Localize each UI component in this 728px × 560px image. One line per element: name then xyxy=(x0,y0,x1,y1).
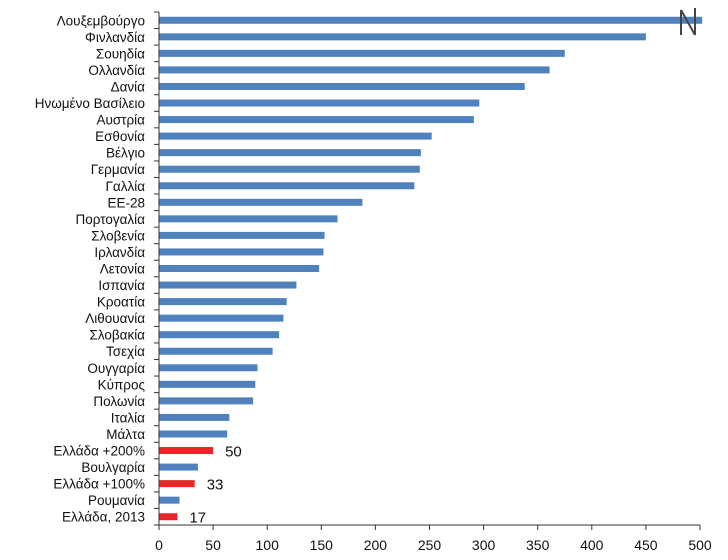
x-tick-labels-group: 0 50 100 150 200 250 300 350 400 450 500 xyxy=(155,537,712,553)
x-tick-label-7: 350 xyxy=(526,537,550,553)
bar-19 xyxy=(159,331,280,339)
category-label-1: Φινλανδία xyxy=(85,30,145,45)
logo-diagonal-stroke xyxy=(680,9,696,36)
bar-21 xyxy=(159,364,258,372)
bar-25 xyxy=(159,430,228,438)
category-label-27: Βουλγαρία xyxy=(81,460,145,475)
category-label-23: Πολωνία xyxy=(93,394,145,409)
bar-11 xyxy=(159,198,363,206)
bar-12 xyxy=(159,215,338,223)
bar-24 xyxy=(159,413,230,421)
bar-27 xyxy=(159,463,198,471)
category-label-15: Λετονία xyxy=(100,262,145,277)
bars-group xyxy=(159,16,703,521)
bar-17 xyxy=(159,298,287,306)
category-label-19: Σλοβακία xyxy=(89,328,145,343)
category-label-9: Γερμανία xyxy=(91,162,145,177)
x-tick-label-1: 50 xyxy=(205,537,221,553)
bar-8 xyxy=(159,149,421,157)
x-tick-label-2: 100 xyxy=(256,537,280,553)
x-tick-label-5: 250 xyxy=(418,537,442,553)
x-tick-label-8: 400 xyxy=(580,537,604,553)
x-tick-label-10: 500 xyxy=(688,537,712,553)
bar-20 xyxy=(159,347,273,355)
category-label-30: Ελλάδα, 2013 xyxy=(62,510,145,525)
x-tick-label-0: 0 xyxy=(155,537,163,553)
category-label-25: Μάλτα xyxy=(106,427,145,442)
category-label-22: Κύπρος xyxy=(98,377,146,392)
category-label-12: Πορτογαλία xyxy=(75,212,145,227)
category-label-8: Βέλγιο xyxy=(106,146,145,161)
bar-16 xyxy=(159,281,297,289)
bar-3 xyxy=(159,66,550,74)
bar-5 xyxy=(159,99,480,107)
bar-1 xyxy=(159,33,646,41)
category-label-2: Σουηδία xyxy=(96,46,145,61)
category-label-16: Ισπανία xyxy=(98,278,145,293)
bar-30 xyxy=(159,513,178,521)
bar-4 xyxy=(159,82,525,90)
x-tick-label-3: 150 xyxy=(310,537,334,553)
bar-2 xyxy=(159,49,565,57)
bar-23 xyxy=(159,397,254,405)
category-label-3: Ολλανδία xyxy=(88,63,145,78)
category-label-0: Λουξεμβούργο xyxy=(57,13,145,28)
bar-26 xyxy=(159,447,214,455)
x-tick-label-6: 300 xyxy=(472,537,496,553)
category-label-29: Ρουμανία xyxy=(88,493,145,508)
x-tick-label-4: 200 xyxy=(364,537,388,553)
category-label-14: Ιρλανδία xyxy=(94,245,145,260)
category-label-18: Λιθουανία xyxy=(85,311,145,326)
category-label-6: Αυστρία xyxy=(96,113,145,128)
bar-22 xyxy=(159,380,256,388)
category-label-17: Κροατία xyxy=(97,295,145,310)
category-label-24: Ιταλία xyxy=(111,410,145,425)
category-label-5: Ηνωμένο Βασίλειο xyxy=(35,96,145,111)
bar-10 xyxy=(159,182,415,190)
bar-7 xyxy=(159,132,432,140)
bar-0 xyxy=(159,16,703,24)
bar-18 xyxy=(159,314,284,322)
bar-28 xyxy=(159,480,195,488)
bar-14 xyxy=(159,248,324,256)
category-label-21: Ουγγαρία xyxy=(87,361,145,376)
bar-6 xyxy=(159,116,474,124)
category-label-26: Ελλάδα +200% xyxy=(53,444,145,459)
category-label-13: Σλοβενία xyxy=(91,228,145,243)
corner-logo xyxy=(680,8,696,36)
bar-29 xyxy=(159,496,180,504)
x-axis xyxy=(154,11,701,530)
bar-13 xyxy=(159,231,325,239)
category-label-28: Ελλάδα +100% xyxy=(53,477,145,492)
category-label-4: Δανία xyxy=(111,79,146,94)
x-tick-label-9: 450 xyxy=(634,537,658,553)
bar-9 xyxy=(159,165,420,173)
category-label-7: Εσθονία xyxy=(95,129,145,144)
data-label-0: 50 xyxy=(225,444,242,461)
data-label-2: 17 xyxy=(189,510,206,527)
category-label-10: Γαλλία xyxy=(105,179,145,194)
bar-15 xyxy=(159,265,320,272)
category-label-11: ΕΕ-28 xyxy=(107,195,145,210)
category-label-20: Τσεχία xyxy=(106,344,145,359)
data-label-1: 33 xyxy=(207,477,224,494)
